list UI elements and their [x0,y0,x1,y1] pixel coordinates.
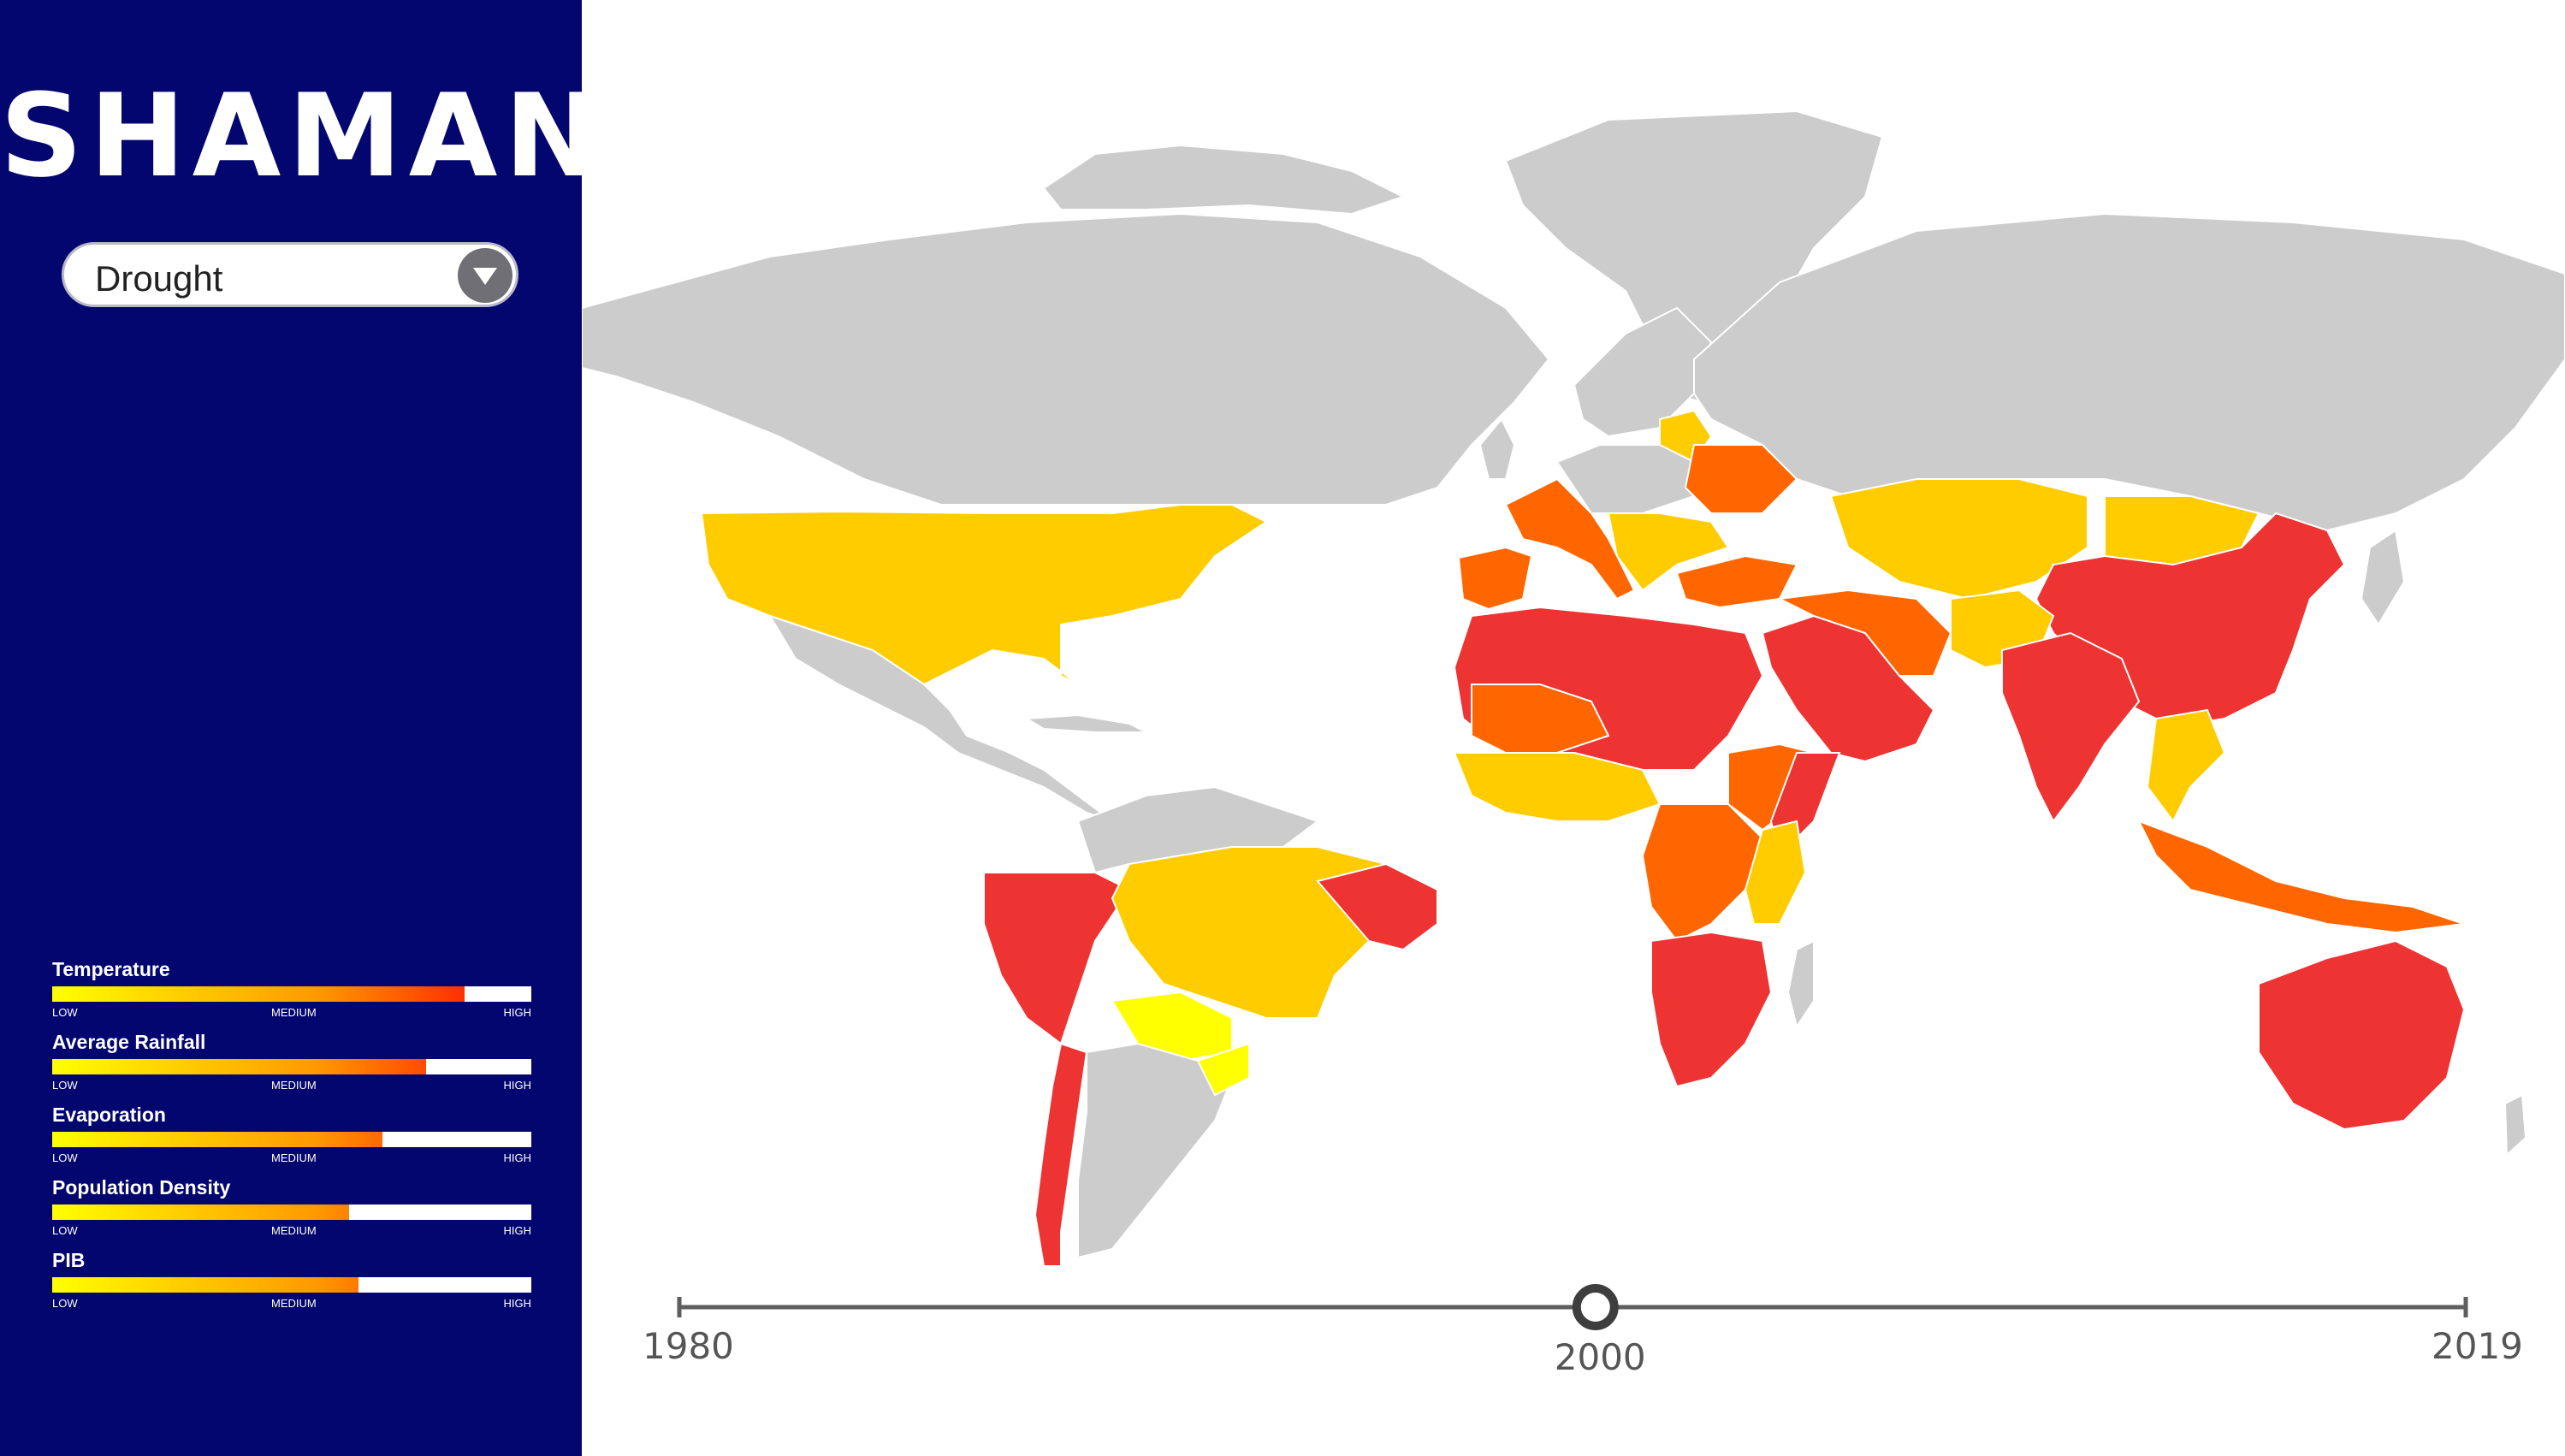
region-sahel[interactable] [1471,684,1610,754]
tick-high: HIGH [503,1151,532,1164]
region-japan[interactable] [2360,529,2406,626]
legend-ticks: LOW MEDIUM HIGH [52,1006,531,1020]
legend-item-evaporation: Evaporation LOW MEDIUM HIGH [52,1104,531,1164]
legend-ticks: LOW MEDIUM HIGH [52,1079,531,1092]
tick-high: HIGH [503,1006,532,1019]
region-central-africa[interactable] [1641,803,1764,943]
tick-low: LOW [52,1006,78,1019]
region-canada[interactable] [582,212,1550,506]
hazard-dropdown-value: Drought [95,258,223,299]
legend-item-average-rainfall: Average Rainfall LOW MEDIUM HIGH [52,1031,531,1092]
region-caribbean[interactable] [1023,713,1147,733]
legend-bar [52,1059,531,1074]
timeline-current-label: 2000 [1554,1336,1646,1378]
region-iran-iraq[interactable] [1776,589,1952,677]
legend-item-population-density: Population Density LOW MEDIUM HIGH [52,1176,531,1237]
region-usa[interactable] [700,504,1268,686]
legend-bar [52,1277,531,1293]
legend-ticks: LOW MEDIUM HIGH [52,1151,531,1165]
region-russia[interactable] [1693,212,2565,532]
tick-low: LOW [52,1079,78,1092]
sidebar: SHAMAN Drought Temperature LOW MEDIUM HI… [0,0,607,1456]
region-southeast-asia[interactable] [2146,708,2226,823]
legend-title: Average Rainfall [52,1031,206,1053]
tick-high: HIGH [503,1224,532,1237]
legend-fill [52,986,465,1002]
region-southern-africa[interactable] [1650,931,1773,1088]
legend-title: Temperature [52,958,170,980]
region-iberia[interactable] [1457,546,1533,611]
region-france-italy[interactable] [1504,477,1636,601]
map-regions [582,109,2565,1267]
region-uk-ireland[interactable] [1478,417,1516,480]
legend-title: Evaporation [52,1104,166,1126]
world-map[interactable] [582,0,2565,1275]
timeline[interactable]: 1980 2000 2019 [582,1258,2565,1386]
legend-fill [52,1059,426,1074]
legend-ticks: LOW MEDIUM HIGH [52,1224,531,1238]
legend-fill [52,1204,350,1220]
region-peru[interactable] [983,872,1131,1045]
legend-fill [52,1132,383,1147]
tick-low: LOW [52,1297,78,1310]
region-arctic-islands[interactable] [1042,144,1406,216]
tick-medium: MEDIUM [271,1006,317,1019]
legend-title: PIB [52,1249,86,1271]
legend-item-pib: PIB LOW MEDIUM HIGH [52,1249,531,1310]
app-logo: SHAMAN [0,69,607,203]
timeline-start-label: 1980 [643,1325,734,1367]
tick-low: LOW [52,1151,78,1164]
legend-bar [52,1132,531,1147]
region-east-africa[interactable] [1744,820,1807,925]
timeline-track[interactable] [582,1258,2565,1335]
hazard-dropdown[interactable]: Drought [62,242,518,307]
tick-low: LOW [52,1224,78,1237]
region-indonesia[interactable] [2136,820,2465,934]
tick-high: HIGH [503,1079,532,1092]
region-turkey[interactable] [1675,554,1798,609]
tick-medium: MEDIUM [271,1297,317,1310]
region-australia[interactable] [2258,939,2466,1131]
region-balkans[interactable] [1607,512,1730,592]
legend-bar [52,1204,531,1220]
timeline-end-label: 2019 [2432,1325,2523,1367]
region-uruguay[interactable] [1196,1042,1250,1097]
legend-item-temperature: Temperature LOW MEDIUM HIGH [52,958,531,1019]
region-chile[interactable] [1034,1042,1088,1267]
region-brazil-northeast[interactable] [1316,862,1438,951]
region-new-zealand[interactable] [2503,1093,2527,1157]
region-madagascar[interactable] [1786,939,1815,1029]
tick-medium: MEDIUM [271,1151,317,1164]
region-argentina[interactable] [1077,1042,1234,1259]
legend-fill [52,1277,359,1293]
chevron-down-icon[interactable] [458,248,512,303]
timeline-handle[interactable] [1572,1284,1619,1330]
tick-high: HIGH [503,1297,532,1310]
tick-medium: MEDIUM [271,1079,317,1092]
legend-title: Population Density [52,1176,231,1199]
region-west-africa[interactable] [1453,752,1662,822]
region-india[interactable] [2001,631,2141,823]
legend-ticks: LOW MEDIUM HIGH [52,1297,531,1311]
tick-medium: MEDIUM [271,1224,317,1237]
legend-bar [52,986,531,1002]
